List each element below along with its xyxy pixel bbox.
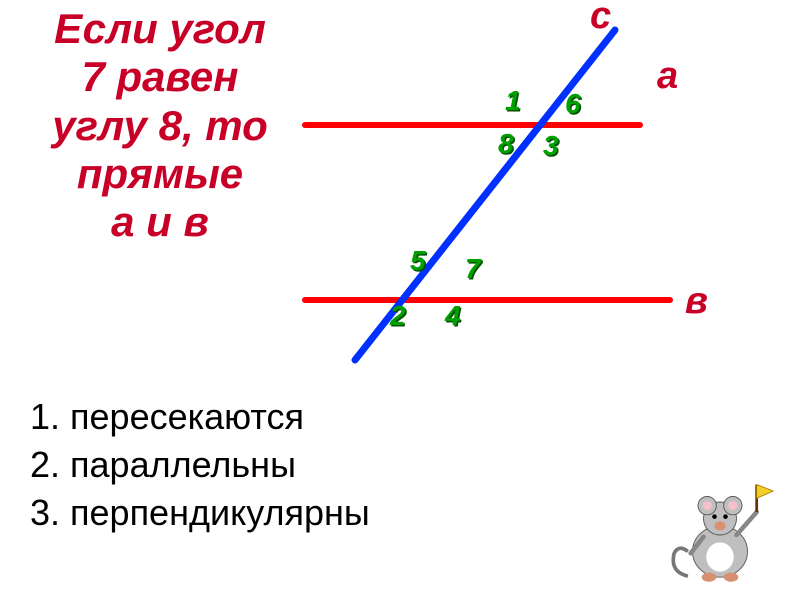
mouse-character-icon bbox=[665, 480, 775, 590]
problem-line-2: 7 равен bbox=[81, 53, 238, 100]
angle-7: 7 bbox=[465, 253, 481, 285]
problem-line-1: Если угол bbox=[54, 5, 266, 52]
problem-line-4: прямые bbox=[77, 150, 243, 197]
angle-8: 8 bbox=[498, 128, 514, 160]
geometry-diagram: с а в 1 6 8 3 5 7 2 4 bbox=[305, 0, 725, 370]
label-line-c: с bbox=[590, 0, 611, 38]
angle-3: 3 bbox=[543, 130, 559, 162]
option-3[interactable]: 3. перпендикулярны bbox=[30, 492, 530, 534]
option-2[interactable]: 2. параллельны bbox=[30, 444, 530, 486]
angle-4: 4 bbox=[445, 300, 461, 332]
angle-6: 6 bbox=[565, 88, 581, 120]
angle-1: 1 bbox=[505, 85, 521, 117]
angle-5: 5 bbox=[410, 245, 426, 277]
problem-line-3: углу 8, то bbox=[52, 102, 268, 149]
slide: Если угол 7 равен углу 8, то прямые а и … bbox=[0, 0, 800, 600]
label-line-b: в bbox=[685, 280, 708, 323]
answer-options: 1. пересекаются 2. параллельны 3. перпен… bbox=[30, 390, 530, 540]
angle-2: 2 bbox=[390, 300, 406, 332]
problem-line-5: а и в bbox=[111, 198, 209, 245]
label-line-a: а bbox=[657, 55, 678, 98]
option-1[interactable]: 1. пересекаются bbox=[30, 396, 530, 438]
problem-statement: Если угол 7 равен углу 8, то прямые а и … bbox=[10, 5, 310, 246]
